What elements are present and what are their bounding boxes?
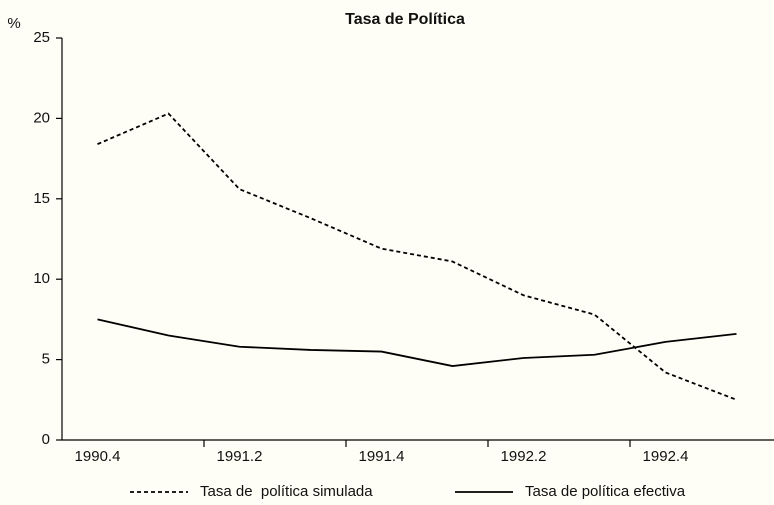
y-tick-label: 15 [33, 190, 50, 207]
series-line [97, 112, 737, 401]
y-tick-label: 5 [42, 351, 50, 368]
legend-label: Tasa de política efectiva [525, 483, 686, 500]
y-tick-label: 0 [42, 431, 50, 448]
x-tick-label: 1991.4 [359, 448, 405, 465]
x-tick-label: 1992.2 [501, 448, 547, 465]
series-line [97, 318, 737, 367]
x-tick-label: 1991.2 [217, 448, 263, 465]
chart-title: Tasa de Política [345, 11, 465, 28]
legend-label: Tasa de política simulada [200, 483, 373, 500]
y-tick-label: 20 [33, 109, 50, 126]
x-tick-label: 1992.4 [643, 448, 689, 465]
x-tick-label: 1990.4 [75, 448, 121, 465]
y-axis-label: % [7, 15, 20, 32]
y-tick-label: 10 [33, 270, 50, 287]
y-tick-label: 25 [33, 29, 50, 46]
